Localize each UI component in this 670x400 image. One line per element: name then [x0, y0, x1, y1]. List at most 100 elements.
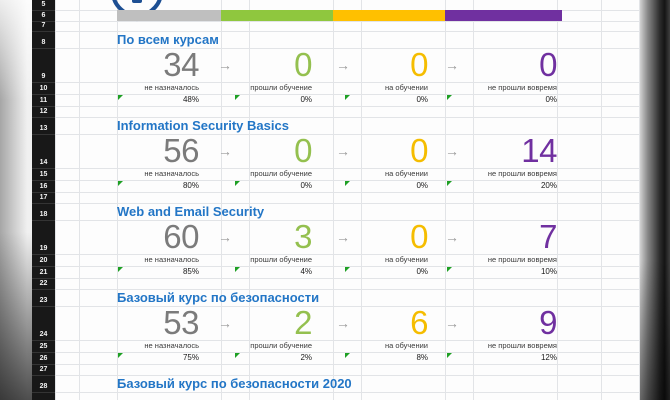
arrow-right-icon: → — [218, 315, 232, 331]
stat-label[interactable]: не назначалось — [144, 255, 199, 264]
course-title-cell[interactable]: Information Security Basics — [117, 118, 289, 133]
percent-cell[interactable]: 20% — [540, 181, 557, 190]
row-header[interactable] — [32, 392, 55, 400]
value-cell-in-training[interactable]: 0 — [410, 132, 428, 169]
row-header[interactable]: 27 — [32, 364, 55, 375]
row-header[interactable]: 20 — [32, 254, 55, 266]
row-header[interactable]: 23 — [32, 289, 55, 306]
row-header[interactable]: 26 — [32, 352, 55, 364]
row-header[interactable]: 13 — [32, 117, 55, 134]
row-header[interactable]: 28 — [32, 375, 55, 392]
row-number: 28 — [39, 383, 48, 390]
value-cell-in-training[interactable]: 0 — [410, 46, 428, 83]
value-cell-completed[interactable]: 3 — [294, 218, 312, 255]
value-cell-overdue[interactable]: 9 — [539, 304, 557, 341]
value-cell-not-assigned[interactable]: 60 — [163, 218, 199, 255]
row-number: 23 — [39, 297, 48, 304]
arrow-right-icon: → — [445, 315, 459, 331]
value-cell-completed[interactable]: 2 — [294, 304, 312, 341]
course-title-cell[interactable]: По всем курсам — [117, 32, 219, 47]
row-number: 19 — [39, 245, 48, 252]
percent-cell[interactable]: 75% — [182, 353, 199, 362]
row-header[interactable]: 5 — [32, 0, 55, 10]
row-header[interactable]: 6 — [32, 10, 55, 21]
arrow-right-icon: → — [218, 57, 232, 73]
percent-cell[interactable]: 0% — [300, 95, 312, 104]
stat-label[interactable]: прошли обучение — [250, 169, 312, 178]
value-cell-in-training[interactable]: 0 — [410, 218, 428, 255]
percent-cell[interactable]: 48% — [182, 95, 199, 104]
stat-label[interactable]: не назначалось — [144, 83, 199, 92]
stat-label[interactable]: на обучении — [384, 83, 428, 92]
stat-label[interactable]: на обучении — [384, 255, 428, 264]
stat-label[interactable]: прошли обучение — [250, 255, 312, 264]
arrow-right-icon: → — [336, 143, 350, 159]
percent-cell[interactable]: 0% — [416, 267, 428, 276]
row-header[interactable]: 12 — [32, 106, 55, 117]
row-header[interactable]: 11 — [32, 94, 55, 106]
value-cell-overdue[interactable]: 7 — [539, 218, 557, 255]
stat-label[interactable]: не прошли вовремя — [487, 255, 557, 264]
value-cell-overdue[interactable]: 14 — [521, 132, 557, 169]
row-number: 9 — [41, 73, 46, 80]
value-cell-not-assigned[interactable]: 53 — [163, 304, 199, 341]
row-number: 17 — [39, 194, 48, 201]
stat-label[interactable]: не прошли вовремя — [487, 169, 557, 178]
row-header[interactable]: 19 — [32, 220, 55, 254]
percent-cell[interactable]: 8% — [416, 353, 428, 362]
percent-cell[interactable]: 4% — [300, 267, 312, 276]
course-section: По всем курсам 34 → 0 → 0 → 0 не назнача… — [55, 31, 640, 117]
row-number: 24 — [39, 331, 48, 338]
percent-cell[interactable]: 0% — [300, 181, 312, 190]
stat-label[interactable]: на обучении — [384, 341, 428, 350]
row-header[interactable]: 22 — [32, 278, 55, 289]
value-cell-not-assigned[interactable]: 56 — [163, 132, 199, 169]
row-number: 26 — [39, 355, 48, 362]
row-header[interactable]: 10 — [32, 82, 55, 94]
stat-label[interactable]: прошли обучение — [250, 341, 312, 350]
stat-label[interactable]: не прошли вовремя — [487, 83, 557, 92]
percent-cell[interactable]: 80% — [182, 181, 199, 190]
row-header[interactable]: 16 — [32, 180, 55, 192]
row-header[interactable]: 17 — [32, 192, 55, 203]
value-cell-completed[interactable]: 0 — [294, 132, 312, 169]
percent-cell[interactable]: 2% — [300, 353, 312, 362]
course-section: Базовый курс по безопасности 2020 — [55, 375, 640, 400]
value-cell-in-training[interactable]: 6 — [410, 304, 428, 341]
arrow-right-icon: → — [336, 57, 350, 73]
error-indicator-triangle — [118, 267, 123, 272]
worksheet: По всем курсам 34 → 0 → 0 → 0 не назнача… — [55, 0, 640, 400]
course-title-cell[interactable]: Web and Email Security — [117, 204, 265, 219]
stat-label[interactable]: не назначалось — [144, 169, 199, 178]
value-cell-not-assigned[interactable]: 34 — [163, 46, 199, 83]
value-cell-overdue[interactable]: 0 — [539, 46, 557, 83]
row-header[interactable]: 25 — [32, 340, 55, 352]
row-header[interactable]: 9 — [32, 48, 55, 82]
course-section: Web and Email Security 60 → 3 → 0 → 7 не… — [55, 203, 640, 289]
stat-label[interactable]: не прошли вовремя — [487, 341, 557, 350]
percent-cell[interactable]: 85% — [182, 267, 199, 276]
right-edge-shadow — [640, 0, 670, 400]
stat-label[interactable]: прошли обучение — [250, 83, 312, 92]
row-header[interactable]: 8 — [32, 31, 55, 48]
percent-cell[interactable]: 0% — [545, 95, 557, 104]
row-header[interactable]: 18 — [32, 203, 55, 220]
percent-cell[interactable]: 0% — [416, 95, 428, 104]
course-title-cell[interactable]: Базовый курс по безопасности 2020 — [117, 376, 352, 391]
stat-label[interactable]: не назначалось — [144, 341, 199, 350]
row-header[interactable]: 7 — [32, 21, 55, 31]
row-header[interactable]: 21 — [32, 266, 55, 278]
stat-label[interactable]: на обучении — [384, 169, 428, 178]
percent-cell[interactable]: 12% — [540, 353, 557, 362]
row-header[interactable]: 15 — [32, 168, 55, 180]
course-title-cell[interactable]: Базовый курс по безопасности — [117, 290, 320, 305]
arrow-right-icon: → — [336, 229, 350, 245]
percent-cell[interactable]: 0% — [416, 181, 428, 190]
value-cell-completed[interactable]: 0 — [294, 46, 312, 83]
legend-green-segment — [221, 10, 333, 21]
row-number: 10 — [39, 85, 48, 92]
row-header[interactable]: 14 — [32, 134, 55, 168]
row-header[interactable]: 24 — [32, 306, 55, 340]
percent-cell[interactable]: 10% — [540, 267, 557, 276]
error-indicator-triangle — [447, 267, 452, 272]
